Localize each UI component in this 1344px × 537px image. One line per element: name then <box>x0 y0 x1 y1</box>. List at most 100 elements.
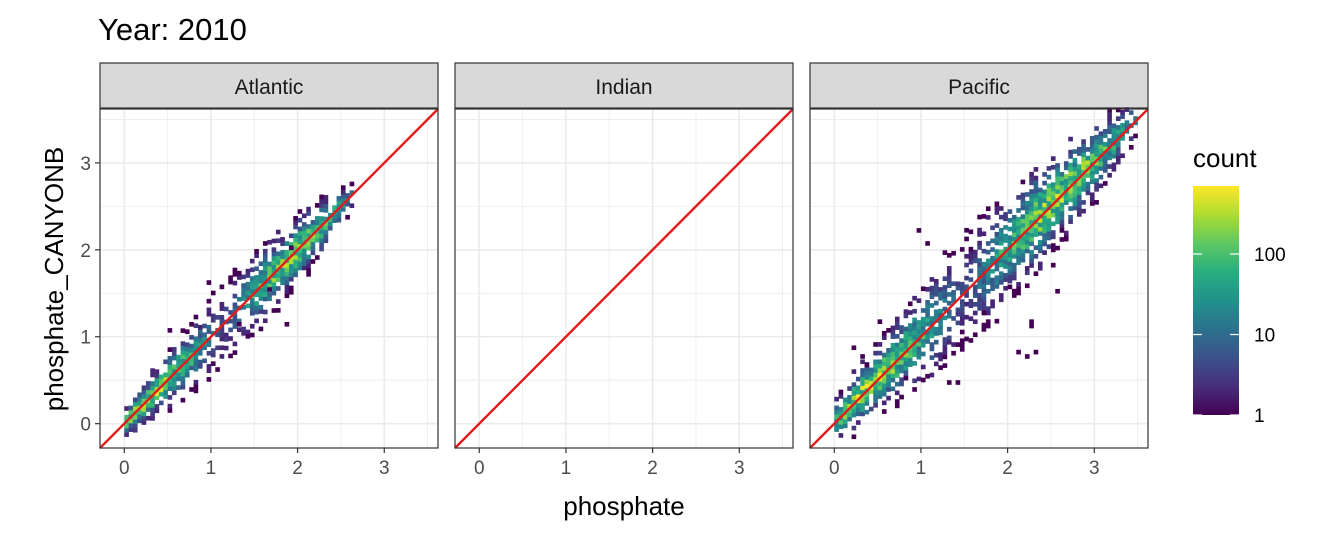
heatmap-cell <box>1081 178 1086 184</box>
heatmap-cell <box>1029 254 1034 260</box>
legend-tick-label: 100 <box>1254 245 1286 266</box>
heatmap-cell <box>851 369 857 374</box>
heatmap-cell <box>206 368 212 374</box>
heatmap-cell <box>1029 215 1034 220</box>
heatmap-cell <box>881 400 887 406</box>
heatmap-cell <box>184 346 190 352</box>
heatmap-cell <box>1102 159 1108 165</box>
heatmap-cell <box>942 363 948 368</box>
heatmap-cell <box>998 227 1004 233</box>
heatmap-cell <box>881 387 887 393</box>
heatmap-cell <box>1033 184 1039 190</box>
heatmap-cell <box>236 318 242 324</box>
heatmap-cell <box>1107 107 1112 113</box>
heatmap-cell <box>877 385 883 391</box>
heatmap-cell <box>228 327 233 333</box>
x-tick-label: 3 <box>734 458 745 479</box>
facet-pacific: Pacific 0 1 2 3 <box>809 62 1149 479</box>
heatmap-cell <box>319 233 324 239</box>
heatmap-cell <box>150 385 155 391</box>
heatmap-cell <box>855 407 861 412</box>
heatmap-cell <box>1120 109 1125 115</box>
heatmap-cell <box>1016 282 1021 287</box>
heatmap-cell <box>197 350 203 356</box>
heatmap-cell <box>1068 154 1073 159</box>
heatmap-cell <box>271 277 277 283</box>
heatmap-cell <box>985 249 991 255</box>
heatmap-cell <box>1098 131 1104 137</box>
heatmap-cell <box>903 326 909 332</box>
heatmap-cell <box>150 381 155 386</box>
heatmap-cell <box>1068 167 1073 172</box>
heatmap-cell <box>985 206 991 212</box>
heatmap-cell <box>1055 245 1060 251</box>
heatmap-cell <box>868 389 874 394</box>
heatmap-cell <box>912 387 917 392</box>
heatmap-cell <box>860 368 865 373</box>
heatmap-cell <box>262 248 268 254</box>
heatmap-cell <box>197 342 203 347</box>
heatmap-cell <box>894 373 900 378</box>
heatmap-cell <box>886 382 891 388</box>
heatmap-cell <box>167 408 173 413</box>
heatmap-cell <box>1111 162 1117 168</box>
heatmap-cell <box>1059 185 1065 190</box>
heatmap-cell <box>1037 222 1043 228</box>
heatmap-cell <box>972 332 978 338</box>
heatmap-cell <box>1089 144 1095 150</box>
heatmap-cell <box>951 350 956 356</box>
heatmap-cell <box>189 361 194 366</box>
heatmap-cell <box>258 291 264 297</box>
heatmap-cell <box>150 407 155 413</box>
heatmap-cell <box>977 305 982 311</box>
heatmap-cell <box>349 203 355 209</box>
heatmap-cell <box>1029 219 1034 225</box>
heatmap-cell <box>310 220 316 225</box>
heatmap-cell <box>158 400 164 406</box>
heatmap-cell <box>167 403 173 409</box>
heatmap-cell <box>137 396 142 402</box>
heatmap-cell <box>332 218 337 223</box>
heatmap-cell <box>197 324 203 330</box>
heatmap-cell <box>297 257 303 262</box>
heatmap-cell <box>990 255 995 261</box>
heatmap-cell <box>985 271 991 277</box>
heatmap-cell <box>301 213 307 219</box>
heatmap-cell <box>1098 148 1104 154</box>
heatmap-cell <box>1063 165 1069 171</box>
heatmap-cell <box>847 416 852 422</box>
heatmap-cell <box>180 376 186 381</box>
heatmap-cell <box>977 266 982 272</box>
panel-border <box>99 108 439 449</box>
heatmap-cell <box>1007 274 1013 280</box>
heatmap-cell <box>336 200 342 206</box>
heatmap-cell <box>1011 236 1017 242</box>
heatmap-cell <box>990 260 995 265</box>
heatmap-cell <box>193 323 199 329</box>
heatmap-cell <box>1050 182 1056 188</box>
heatmap-cell <box>210 348 216 353</box>
legend-title: count <box>1193 143 1257 173</box>
heatmap-cell <box>223 345 229 351</box>
heatmap-cell <box>345 214 350 220</box>
heatmap-cell <box>1033 271 1039 277</box>
heatmap-cell <box>284 280 290 286</box>
heatmap-cell <box>955 320 961 326</box>
heatmap-cell <box>206 377 212 382</box>
heatmap-cell <box>942 285 948 290</box>
heatmap-cell <box>959 342 965 348</box>
heatmap-cell <box>171 355 177 361</box>
heatmap-cell <box>193 366 199 372</box>
heatmap-cell <box>860 354 865 359</box>
heatmap-cell <box>1029 250 1034 255</box>
heatmap-cell <box>228 318 233 324</box>
heatmap-cell <box>907 336 913 341</box>
heatmap-cell <box>1037 187 1043 193</box>
heatmap-cell <box>1029 228 1034 233</box>
heatmap-cell <box>860 385 865 391</box>
heatmap-cell <box>946 283 952 289</box>
heatmap-cell <box>323 199 329 204</box>
heatmap-cell <box>1016 290 1021 296</box>
strip-label-pacific: Pacific <box>948 76 1010 99</box>
heatmap-cell <box>1120 114 1125 119</box>
